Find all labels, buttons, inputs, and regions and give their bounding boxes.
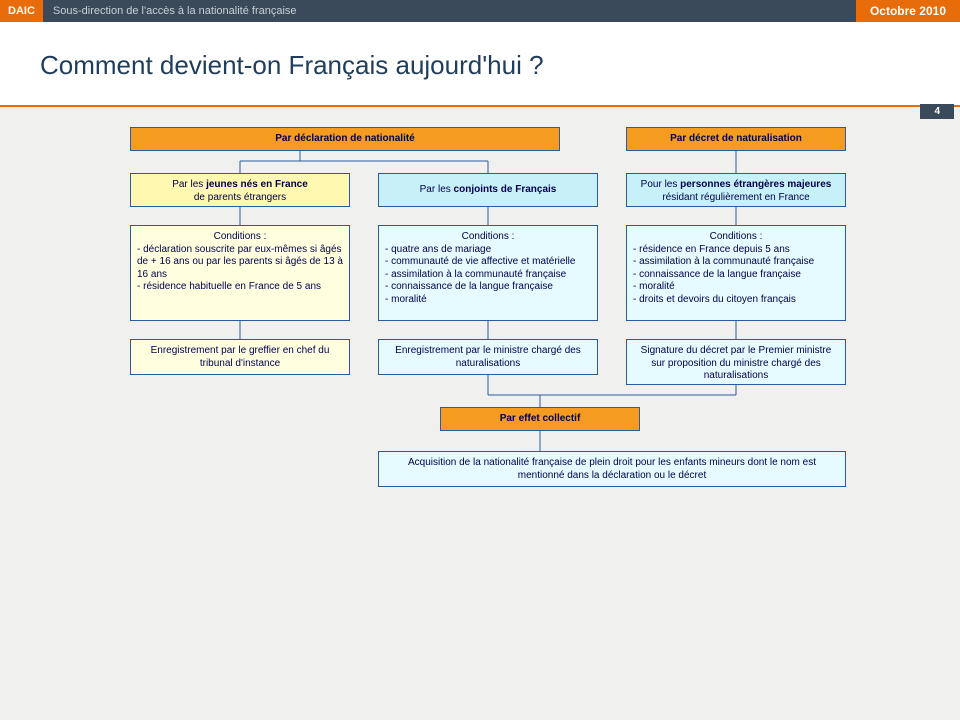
sub-conjoints-a: Par les [420,184,454,195]
page-title: Comment devient-on Français aujourd'hui … [40,50,960,81]
final-acquisition: Acquisition de la nationalité française … [378,451,846,487]
diagram-canvas: Par déclaration de nationalité Par décre… [0,107,960,667]
cond-conj-l2: - communauté de vie affective et matérie… [385,256,591,269]
sub-jeunes-a: Par les [172,179,206,190]
sub-conjoints: Par les conjoints de Français [378,173,598,207]
reg-ministre: Enregistrement par le ministre chargé de… [378,339,598,375]
sub-etr-c: résidant régulièrement en France [662,192,809,203]
cond-etr-l1: - résidence en France depuis 5 ans [633,244,839,257]
cond-etr-l3: - connaissance de la langue française [633,269,839,282]
cond-conj-l5: - moralité [385,294,591,307]
cond-etr-l2: - assimilation à la communauté française [633,256,839,269]
cond-jeunes-title: Conditions : [137,231,343,244]
sub-jeunes: Par les jeunes nés en France de parents … [130,173,350,207]
cond-etr-title: Conditions : [633,231,839,244]
sub-etr-b: personnes étrangères majeures [680,179,831,190]
topbar-left: DAIC [0,0,43,22]
sub-jeunes-b: jeunes nés en France [206,179,308,190]
sub-conjoints-b: conjoints de Français [454,184,557,195]
cond-jeunes-l1: - déclaration souscrite par eux-mêmes si… [137,244,343,282]
reg-greffier: Enregistrement par le greffier en chef d… [130,339,350,375]
hdr-naturalisation: Par décret de naturalisation [626,127,846,151]
cond-conj-l1: - quatre ans de mariage [385,244,591,257]
title-zone: Comment devient-on Français aujourd'hui … [0,22,960,105]
cond-jeunes: Conditions : - déclaration souscrite par… [130,225,350,321]
cond-etr-l5: - droits et devoirs du citoyen français [633,294,839,307]
topbar-right: Octobre 2010 [856,0,960,22]
cond-conj-l3: - assimilation à la communauté française [385,269,591,282]
hdr-declaration: Par déclaration de nationalité [130,127,560,151]
cond-conj-title: Conditions : [385,231,591,244]
cond-conjoints: Conditions : - quatre ans de mariage - c… [378,225,598,321]
sub-etrangers: Pour les personnes étrangères majeures r… [626,173,846,207]
top-bar: DAIC Sous-direction de l'accès à la nati… [0,0,960,22]
cond-jeunes-l2: - résidence habituelle en France de 5 an… [137,281,343,294]
cond-conj-l4: - connaissance de la langue française [385,281,591,294]
cond-etrangers: Conditions : - résidence en France depui… [626,225,846,321]
effet-collectif: Par effet collectif [440,407,640,431]
reg-premier-ministre: Signature du décret par le Premier minis… [626,339,846,385]
sub-jeunes-c: de parents étrangers [194,192,286,203]
cond-etr-l4: - moralité [633,281,839,294]
topbar-mid: Sous-direction de l'accès à la nationali… [43,0,856,22]
sub-etr-a: Pour les [641,179,680,190]
